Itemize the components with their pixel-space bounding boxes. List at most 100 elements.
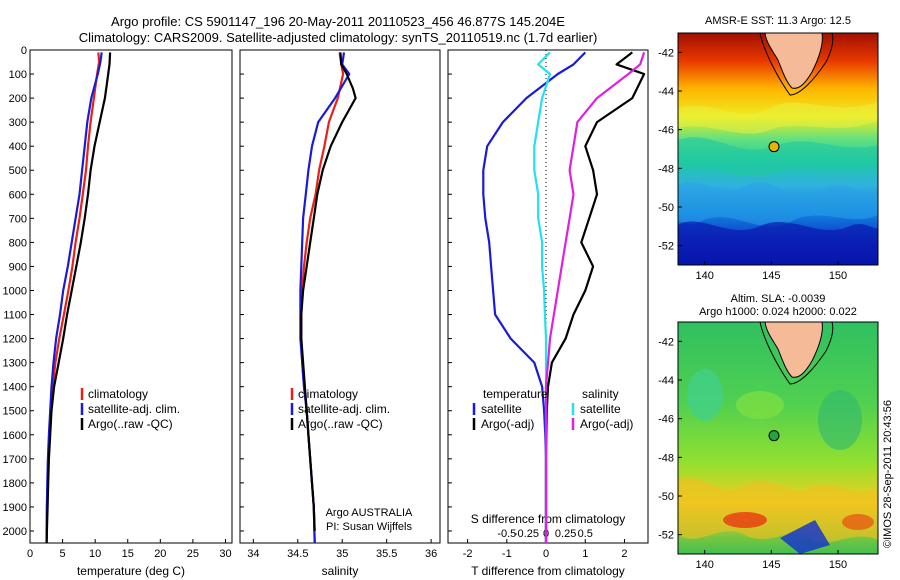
plot-frame	[239, 49, 441, 544]
depth-tick-label: 1200	[3, 334, 27, 346]
depth-tick-label: 1800	[3, 478, 27, 490]
sla-high-band	[678, 477, 878, 543]
x-tick-label: 34.5	[287, 548, 308, 560]
sla-map-subtitle: Argo h1000: 0.024 h2000: 0.022	[699, 306, 857, 318]
depth-tick-label: 1500	[3, 406, 27, 418]
map-x-tick-label: 150	[829, 559, 847, 571]
x-axis-label: salinity	[322, 564, 359, 578]
legend-entry: Argo(..raw -QC)	[298, 417, 383, 431]
series-line-1	[45, 52, 103, 544]
x-tick-label: 34	[247, 548, 259, 560]
plot-frame	[29, 49, 233, 544]
depth-tick-label: 600	[9, 189, 27, 201]
map-y-tick-label: -42	[658, 47, 674, 59]
x-tick-label: 0	[543, 548, 549, 560]
series-line-3	[544, 52, 646, 543]
depth-tick-label: 1100	[3, 310, 27, 322]
top-x-tick-label: 0.5	[578, 528, 593, 540]
sla-map: Altim. SLA: -0.0039 Argo h1000: 0.024 h2…	[658, 293, 879, 571]
sla-depth-contour	[759, 322, 834, 385]
map-x-tick-label: 150	[829, 270, 847, 282]
depth-tick-label: 400	[9, 141, 27, 153]
map-y-tick-label: -48	[658, 452, 674, 464]
tasmania-landmass-sla	[764, 322, 823, 378]
sla-eddy-1	[687, 369, 723, 421]
top-x-tick-label: -0.5	[497, 528, 516, 540]
x-tick-label: 15	[122, 548, 134, 560]
depth-tick-label: 700	[9, 213, 27, 225]
annotation-line1: Argo AUSTRALIA	[326, 507, 413, 519]
depth-tick-label: 1600	[3, 430, 27, 442]
map-y-tick-label: -50	[658, 202, 674, 214]
x-axis-label: temperature (deg C)	[77, 564, 185, 578]
map-x-tick-label: 140	[695, 559, 713, 571]
map-y-tick-label: -44	[658, 86, 674, 98]
temperature-panel: 0100200300400500600700800900100011001200…	[3, 45, 233, 578]
legend-entry: satellite	[580, 402, 621, 416]
legend-entry: satellite-adj. clim.	[88, 402, 180, 416]
legend-entry: Argo(-adj)	[580, 417, 633, 431]
argo-float-marker-sst	[768, 141, 780, 153]
sst-front-green	[678, 137, 878, 177]
sla-eddy-3	[818, 390, 862, 450]
salinity-panel: 34 34.5 35 35.5 36 salinity climatologysatelli…	[239, 49, 441, 578]
depth-tick-label: 1000	[3, 285, 27, 297]
sst-cold-water	[678, 221, 878, 265]
depth-tick-label: 800	[9, 237, 27, 249]
legend-entry: Argo(-adj)	[481, 417, 534, 431]
legend-entry: climatology	[298, 387, 358, 401]
map-y-tick-label: -48	[658, 163, 674, 175]
top-x-tick-label: -0.25	[514, 528, 539, 540]
x-tick-label: -1	[502, 548, 512, 560]
map-y-tick-label: -52	[658, 241, 674, 253]
sst-map: AMSR-E SST: 11.3 Argo: 12.5 140 145 150 -42…	[658, 15, 879, 282]
series-line-2	[45, 52, 112, 544]
sla-map-title: Altim. SLA: -0.0039	[731, 293, 826, 305]
sla-peak-2	[842, 514, 874, 530]
depth-tick-label: 100	[9, 69, 27, 81]
tasmania-landmass	[764, 33, 823, 89]
imos-timestamp: ©IMOS 28-Sep-2011 20:43:56	[882, 400, 894, 548]
sst-eddies	[678, 182, 878, 227]
plot-frame	[447, 49, 649, 544]
depth-tick-label: 300	[9, 117, 27, 129]
map-y-tick-label: -50	[658, 491, 674, 503]
depth-tick-label: 200	[9, 93, 27, 105]
map-x-tick-label: 145	[762, 270, 780, 282]
x-tick-label: 5	[60, 548, 66, 560]
difference-panel: -2 -1 0 1 2 T difference from climatology -0.5…	[447, 49, 649, 578]
depth-tick-label: 900	[9, 261, 27, 273]
depth-tick-label: 2000	[3, 526, 27, 538]
x-axis-label: T difference from climatology	[471, 564, 625, 578]
x-tick-label: 0	[27, 548, 33, 560]
map-y-tick-label: -42	[658, 336, 674, 348]
sst-front-warm	[678, 102, 878, 134]
top-x-axis-label: S difference from climatology	[471, 512, 626, 526]
depth-tick-label: 0	[21, 45, 27, 57]
sst-map-ticks: 140 145 150 -42 -44 -46 -48 -50 -52	[658, 47, 847, 282]
x-tick-label: 2	[621, 548, 627, 560]
x-tick-label: 36	[425, 548, 437, 560]
legend-entry: climatology	[88, 387, 148, 401]
legend-entry: Argo(..raw -QC)	[88, 417, 173, 431]
figure-title-line2: Climatology: CARS2009. Satellite-adjuste…	[79, 30, 598, 45]
x-tick-label: 25	[187, 548, 199, 560]
top-x-tick-label: 0.25	[555, 528, 576, 540]
sla-eddy-2	[736, 391, 784, 419]
depth-tick-label: 1300	[3, 358, 27, 370]
sst-map-frame	[677, 32, 879, 266]
x-tick-label: 10	[89, 548, 101, 560]
map-y-tick-label: -52	[658, 530, 674, 542]
x-tick-label: 20	[154, 548, 166, 560]
x-tick-label: 30	[219, 548, 231, 560]
sla-peak-1	[723, 512, 767, 528]
depth-tick-label: 1700	[3, 454, 27, 466]
map-y-tick-label: -46	[658, 414, 674, 426]
x-tick-label: -2	[463, 548, 473, 560]
x-tick-label: 35.5	[376, 548, 397, 560]
depth-tick-label: 500	[9, 165, 27, 177]
x-tick-label: 35	[336, 548, 348, 560]
depth-tick-label: 1900	[3, 502, 27, 514]
